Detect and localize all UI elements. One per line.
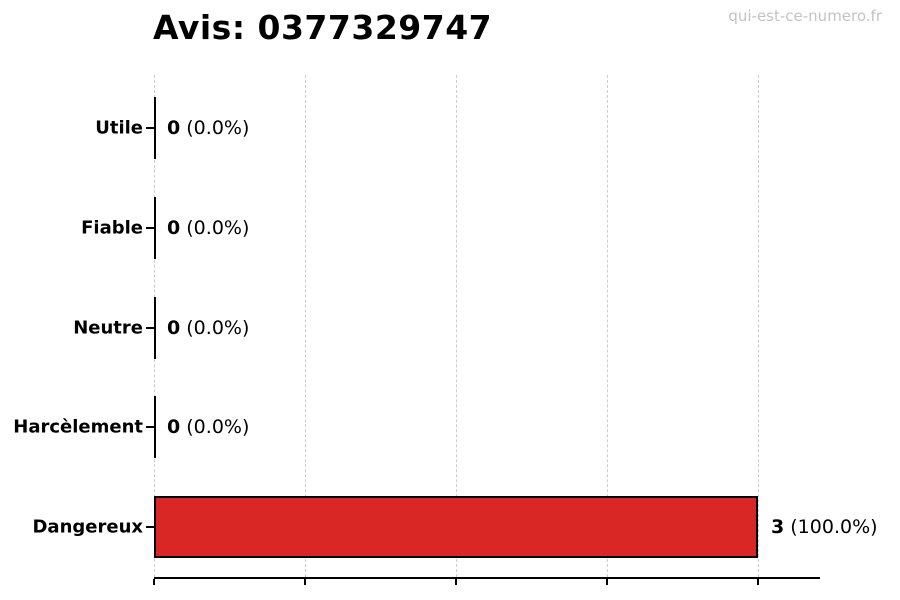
value-percent: (0.0%) — [180, 117, 250, 139]
gridline — [607, 75, 608, 577]
gridline — [456, 75, 457, 577]
bar-dangereux — [154, 496, 758, 559]
x-axis-tick — [757, 579, 759, 585]
watermark: qui-est-ce-numero.fr — [728, 7, 882, 25]
category-label: Fiable — [81, 217, 143, 239]
gridline — [758, 75, 759, 577]
y-axis-tick — [146, 426, 154, 429]
value-percent: (0.0%) — [180, 216, 250, 239]
bar-fiable — [154, 196, 156, 259]
x-axis-tick — [304, 579, 306, 585]
bar-harcèlement — [154, 396, 156, 459]
category-label: Neutre — [73, 317, 143, 339]
y-axis-tick — [146, 226, 154, 229]
chart-title: Avis: 0377329747 — [153, 8, 493, 47]
value-annotation: 0 (0.0%) — [167, 317, 249, 339]
value-count: 0 — [167, 216, 181, 239]
value-count: 0 — [167, 117, 181, 139]
value-count: 0 — [167, 416, 181, 439]
x-axis-tick — [153, 579, 155, 585]
category-label: Harcèlement — [13, 416, 143, 438]
value-count: 3 — [771, 516, 785, 539]
y-axis-tick — [146, 127, 154, 129]
category-label: Dangereux — [32, 516, 143, 538]
bar-neutre — [154, 296, 156, 359]
value-percent: (0.0%) — [180, 416, 250, 439]
value-annotation: 0 (0.0%) — [167, 117, 249, 139]
value-annotation: 0 (0.0%) — [167, 416, 249, 438]
value-percent: (100.0%) — [784, 516, 878, 539]
y-axis-tick — [146, 326, 154, 329]
value-count: 0 — [167, 316, 181, 339]
value-annotation: 0 (0.0%) — [167, 217, 249, 239]
x-axis-tick — [606, 579, 608, 585]
value-annotation: 3 (100.0%) — [771, 516, 878, 538]
bar-utile — [154, 97, 156, 159]
x-axis-line — [154, 577, 820, 579]
category-label: Utile — [95, 117, 143, 139]
gridline — [305, 75, 306, 577]
x-axis-tick — [455, 579, 457, 585]
value-percent: (0.0%) — [180, 316, 250, 339]
y-axis-tick — [146, 526, 154, 529]
